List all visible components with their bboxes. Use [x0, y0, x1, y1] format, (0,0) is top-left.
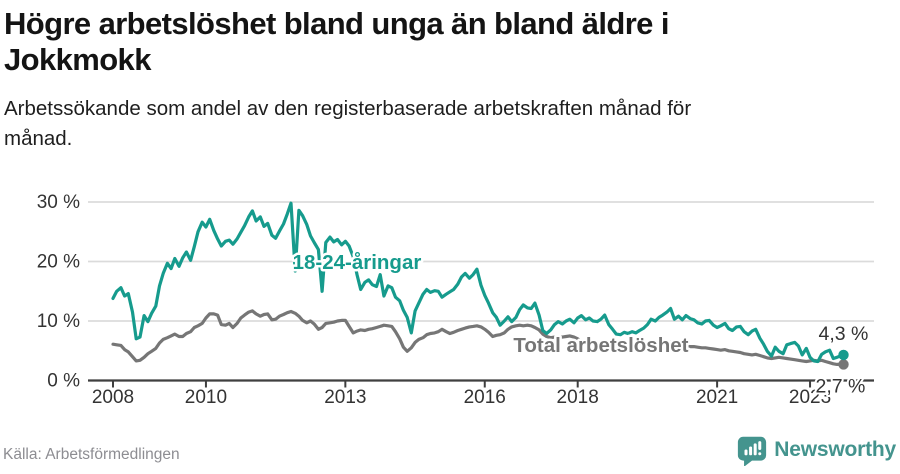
x-axis-label: 2008 — [92, 387, 134, 408]
x-axis-label: 2018 — [557, 387, 599, 408]
chart-title-line1: Högre arbetslöshet bland unga än bland ä… — [4, 6, 669, 41]
x-axis-label: 2013 — [324, 387, 366, 408]
y-axis-label: 0 % — [47, 371, 80, 392]
source-text: Källa: Arbetsförmedlingen — [3, 446, 180, 463]
x-axis-label: 2023 — [789, 387, 831, 408]
y-axis-label: 20 % — [37, 252, 80, 273]
chart-title: Högre arbetslöshet bland unga än bland ä… — [4, 6, 884, 78]
series-end-value-label: 2,7 % — [816, 375, 866, 397]
x-axis-label: 2010 — [185, 387, 227, 408]
newsworthy-wordmark: Newsworthy — [774, 438, 896, 461]
y-axis-label: 30 % — [37, 192, 80, 213]
line-chart-svg: 0 % 10 % 20 % 30 % 2008 2010 2013 2016 2018 2021 2… — [37, 192, 874, 408]
x-axis-label: 2016 — [464, 387, 506, 408]
y-axis-label: 10 % — [37, 311, 80, 332]
newsworthy-brand: Newsworthy — [737, 434, 896, 466]
series-end-dot — [838, 359, 849, 370]
x-axis-label: 2021 — [696, 387, 738, 408]
series-line-total — [111, 309, 846, 366]
series-inline-label: Total arbetslöshet — [513, 334, 688, 357]
series-inline-label: 18-24-åringar — [293, 251, 422, 274]
chart-subtitle: Arbetssökande som andel av den registerb… — [4, 94, 864, 154]
chart-subtitle-line2: månad. — [4, 127, 73, 150]
series-line-young — [111, 201, 846, 364]
chart-subtitle-line1: Arbetssökande som andel av den registerb… — [4, 97, 692, 120]
series-end-value-label: 4,3 % — [819, 323, 869, 345]
newsworthy-logo-icon — [737, 434, 767, 466]
chart-title-line2: Jokkmokk — [4, 42, 151, 77]
footer: Källa: Arbetsförmedlingen Newsworthy — [0, 432, 900, 468]
series-end-dot — [838, 349, 849, 361]
line-chart: 0 % 10 % 20 % 30 % 2008 2010 2013 2016 2018 2021 2… — [0, 165, 900, 427]
